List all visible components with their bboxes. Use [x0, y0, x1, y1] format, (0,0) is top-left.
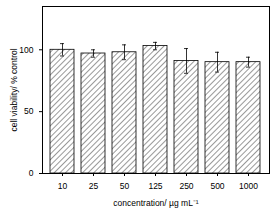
- svg-text:50: 50: [24, 106, 34, 116]
- svg-text:50: 50: [120, 181, 130, 191]
- svg-text:500: 500: [210, 181, 224, 191]
- svg-text:125: 125: [148, 181, 162, 191]
- svg-text:cell viability/ % control: cell viability/ % control: [9, 48, 19, 131]
- svg-text:10: 10: [58, 181, 68, 191]
- svg-text:25: 25: [89, 181, 99, 191]
- svg-text:0: 0: [29, 168, 34, 178]
- svg-text:100: 100: [19, 45, 33, 55]
- svg-text:250: 250: [179, 181, 193, 191]
- svg-text:1000: 1000: [239, 181, 258, 191]
- svg-text:concentration/ µg mL⁻¹: concentration/ µg mL⁻¹: [113, 198, 199, 208]
